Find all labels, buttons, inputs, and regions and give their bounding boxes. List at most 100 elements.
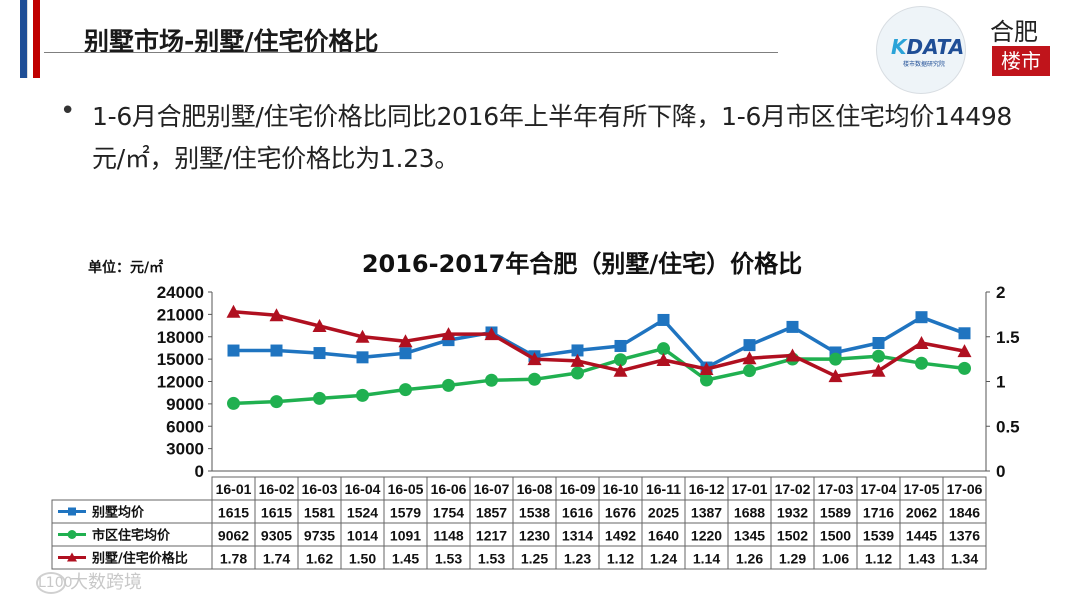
- category-label: 16-03: [302, 481, 338, 497]
- watermark-icon: L100: [36, 572, 73, 594]
- category-label: 16-10: [603, 481, 639, 497]
- legend-label: 市区住宅均价: [92, 528, 171, 544]
- data-table-cell: 1524: [347, 505, 378, 521]
- y-left-tick-label: 0: [195, 462, 204, 481]
- data-table-cell: 1314: [562, 528, 593, 544]
- series-3-point: [570, 353, 585, 367]
- data-table-cell: 1.43: [908, 551, 935, 567]
- data-table-cell: 1148: [433, 528, 464, 544]
- data-table-cell: 1345: [734, 528, 765, 544]
- category-label: 17-06: [947, 481, 983, 497]
- category-label: 16-05: [388, 481, 424, 497]
- category-label: 17-03: [818, 481, 854, 497]
- y-left-tick-label: 6000: [166, 417, 204, 436]
- series-3-point: [699, 361, 714, 375]
- category-label: 17-01: [732, 481, 768, 497]
- data-table-cell: 1376: [949, 528, 980, 544]
- hefei-logo-top: 合肥: [990, 18, 1038, 46]
- hefei-loushi-logo: 合肥 楼市: [984, 10, 1058, 80]
- series-1-point: [227, 344, 240, 357]
- data-table-cell: 1.12: [607, 551, 634, 567]
- legend-marker-square: [68, 507, 76, 516]
- data-table-cell: 1502: [777, 528, 808, 544]
- data-table-cell: 1230: [519, 528, 550, 544]
- data-table-cell: 1.45: [392, 551, 419, 567]
- data-table-cell: 1846: [949, 505, 980, 521]
- category-label: 17-04: [861, 481, 897, 497]
- data-table-cell: 9735: [304, 528, 335, 544]
- data-table-cell: 1.26: [736, 551, 763, 567]
- y-left-tick-label: 9000: [166, 395, 204, 414]
- data-table-cell: 1.06: [822, 551, 849, 567]
- series-1-point: [614, 339, 627, 352]
- data-table-cell: 1.24: [650, 551, 677, 567]
- series-3-point: [914, 336, 929, 350]
- data-table-cell: 1581: [304, 505, 335, 521]
- series-2-point: [270, 395, 283, 409]
- data-table-cell: 1754: [433, 505, 464, 521]
- y-right-tick-label: 1: [996, 373, 1005, 392]
- series-1-point: [958, 327, 971, 340]
- category-label: 16-06: [431, 481, 467, 497]
- series-3-point: [398, 334, 413, 348]
- category-label: 16-07: [474, 481, 510, 497]
- kdata-logo-subtitle: 楼市数据研究院: [903, 61, 946, 68]
- data-table-cell: 2025: [648, 505, 679, 521]
- series-3-point: [527, 352, 542, 366]
- y-left-tick-label: 12000: [157, 373, 204, 392]
- series-3-point: [613, 363, 628, 377]
- series-2-point: [356, 388, 369, 402]
- series-1-point: [270, 344, 283, 357]
- flag-stripe-red: [33, 0, 40, 78]
- kdata-logo: KDATA 楼市数据研究院: [876, 6, 966, 94]
- series-2-point: [657, 342, 670, 356]
- y-left-tick-label: 21000: [157, 305, 204, 324]
- data-table-cell: 1615: [261, 505, 292, 521]
- series-2-point: [313, 391, 326, 405]
- data-table-cell: 2062: [906, 505, 937, 521]
- series-1-point: [915, 311, 928, 324]
- watermark-text: 大数跨境: [70, 572, 142, 593]
- data-table-cell: 1579: [390, 505, 421, 521]
- data-table-cell: 1640: [648, 528, 679, 544]
- series-2-point: [614, 353, 627, 367]
- bullet-icon: •: [60, 96, 76, 126]
- legend-marker-circle: [67, 530, 77, 539]
- chart-title: 2016-2017年合肥（别墅/住宅）价格比: [362, 250, 802, 278]
- flag-stripe-blue: [20, 0, 27, 78]
- data-table-cell: 1932: [777, 505, 808, 521]
- series-line-1: [233, 315, 966, 370]
- data-table-cell: 1.53: [435, 551, 462, 567]
- data-table-cell: 9305: [261, 528, 292, 544]
- category-label: 16-09: [560, 481, 596, 497]
- series-3-point: [785, 348, 800, 362]
- series-1-point: [786, 320, 799, 333]
- y-right-tick-label: 0.5: [996, 417, 1020, 436]
- category-label: 17-05: [904, 481, 940, 497]
- data-table-cell: 1538: [519, 505, 550, 521]
- data-table-cell: 1.50: [349, 551, 376, 567]
- series-3-point: [355, 329, 370, 343]
- series-2-point: [399, 383, 412, 397]
- series-2-point: [915, 356, 928, 370]
- series-3-point: [312, 319, 327, 333]
- series-2-point: [700, 373, 713, 387]
- data-table-cell: 1615: [218, 505, 249, 521]
- hefei-logo-bottom: 楼市: [992, 46, 1050, 76]
- data-table-cell: 1.53: [478, 551, 505, 567]
- data-table-cell: 1500: [820, 528, 851, 544]
- series-1-point: [571, 344, 584, 357]
- series-2-point: [829, 352, 842, 366]
- series-1-point: [872, 337, 885, 350]
- data-table-cell: 1.62: [306, 551, 333, 567]
- category-label: 17-02: [775, 481, 811, 497]
- data-table-cell: 1492: [605, 528, 636, 544]
- series-3-point: [441, 327, 456, 341]
- series-2-point: [442, 378, 455, 392]
- series-3-point: [828, 369, 843, 383]
- data-table-cell: 1445: [906, 528, 937, 544]
- series-2-point: [528, 372, 541, 386]
- data-table-cell: 1387: [691, 505, 722, 521]
- watermark: L100大数跨境: [36, 568, 142, 594]
